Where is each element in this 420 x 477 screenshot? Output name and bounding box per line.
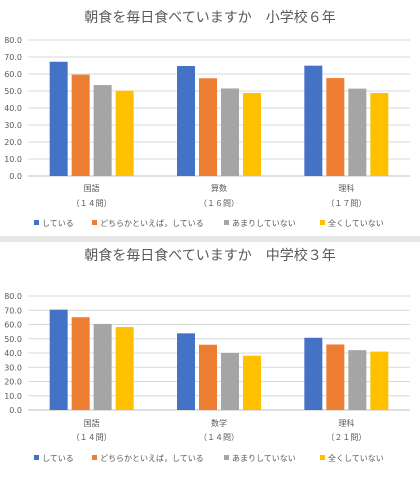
x-category-label: 算数 (211, 183, 227, 193)
legend-swatch (224, 455, 229, 460)
chart-svg: 朝食を毎日食べていますか 中学校３年 0.0 10.0 20.0 30.0 40.0 50.… (4, 247, 410, 463)
bar-3 (221, 353, 239, 410)
legend-label: あまりしていない (232, 219, 296, 228)
x-category-sublabel: （１４問） (199, 433, 239, 442)
bar-2 (71, 74, 90, 176)
bar-2 (326, 344, 345, 410)
x-category-sublabel: （１７問） (326, 199, 366, 208)
y-tick-label: 0.0 (9, 406, 22, 415)
y-tick-label: 60.0 (4, 321, 22, 330)
legend-swatch (320, 455, 325, 460)
y-tick-label: 70.0 (4, 53, 22, 62)
y-tick-label: 50.0 (4, 335, 22, 344)
chart-panel-elementary: 朝食を毎日食べていますか 小学校６年 0.0 10.0 20.0 30.0 40.0 50.… (0, 0, 420, 236)
chart-panel-junior-high: 朝食を毎日食べていますか 中学校３年 0.0 10.0 20.0 30.0 40.0 50.… (0, 242, 420, 477)
chart-title: 朝食を毎日食べていますか 中学校３年 (84, 247, 335, 264)
legend-label: している (42, 219, 74, 228)
legend-label: どちらかといえば，している (100, 219, 204, 228)
bar-3 (348, 350, 367, 410)
legend-label: 全くしていない (328, 453, 384, 463)
bar-4 (243, 355, 261, 410)
bar-1 (304, 337, 323, 410)
legend-label: どちらかといえば，している (100, 454, 204, 463)
y-tick-label: 10.0 (4, 155, 22, 164)
y-tick-label: 70.0 (4, 306, 22, 315)
y-tick-label: 60.0 (4, 70, 22, 79)
bar-4 (370, 93, 389, 176)
y-tick-label: 20.0 (4, 138, 22, 147)
legend-swatch (34, 455, 39, 460)
bar-3 (93, 85, 112, 176)
x-category-sublabel: （２１問） (326, 433, 366, 442)
bar-3 (93, 323, 112, 410)
legend-swatch (92, 455, 97, 460)
bar-1 (49, 309, 68, 410)
y-tick-label: 80.0 (4, 292, 22, 301)
legend-swatch (224, 220, 229, 225)
bar-2 (71, 317, 90, 410)
y-tick-label: 30.0 (4, 363, 22, 372)
bar-3 (348, 88, 367, 176)
legend-label: あまりしていない (232, 454, 296, 463)
legend-label: している (42, 454, 74, 463)
chart-title: 朝食を毎日食べていますか 小学校６年 (84, 9, 335, 26)
x-category-label: 理科 (338, 418, 354, 428)
bar-3 (221, 88, 239, 176)
y-tick-label: 30.0 (4, 121, 22, 130)
y-tick-label: 0.0 (9, 172, 22, 181)
bar-1 (177, 66, 195, 176)
x-category-sublabel: （１６問） (199, 199, 239, 208)
x-category-label: 数学 (211, 418, 227, 428)
bar-4 (115, 327, 134, 410)
y-tick-label: 40.0 (4, 104, 22, 113)
x-category-sublabel: （１４問） (72, 199, 112, 208)
bar-2 (199, 344, 217, 410)
legend-swatch (34, 220, 39, 225)
chart-separator (0, 236, 420, 242)
y-tick-label: 40.0 (4, 349, 22, 358)
x-category-label: 国語 (84, 183, 100, 193)
legend-swatch (92, 220, 97, 225)
chart-svg: 朝食を毎日食べていますか 小学校６年 0.0 10.0 20.0 30.0 40.0 50.… (4, 9, 410, 228)
y-tick-label: 80.0 (4, 36, 22, 45)
x-category-label: 国語 (84, 418, 100, 428)
bar-1 (304, 65, 323, 176)
y-tick-label: 50.0 (4, 87, 22, 96)
x-category-label: 理科 (338, 183, 354, 193)
x-category-sublabel: （１４問） (72, 433, 112, 442)
bar-2 (326, 78, 345, 176)
bar-4 (243, 93, 261, 176)
y-tick-label: 10.0 (4, 392, 22, 401)
bar-1 (177, 333, 195, 410)
legend-label: 全くしていない (328, 218, 384, 228)
legend-swatch (320, 220, 325, 225)
y-tick-label: 20.0 (4, 378, 22, 387)
bar-4 (115, 90, 134, 176)
bar-1 (49, 61, 68, 177)
bar-2 (199, 78, 217, 176)
bar-4 (370, 351, 389, 410)
